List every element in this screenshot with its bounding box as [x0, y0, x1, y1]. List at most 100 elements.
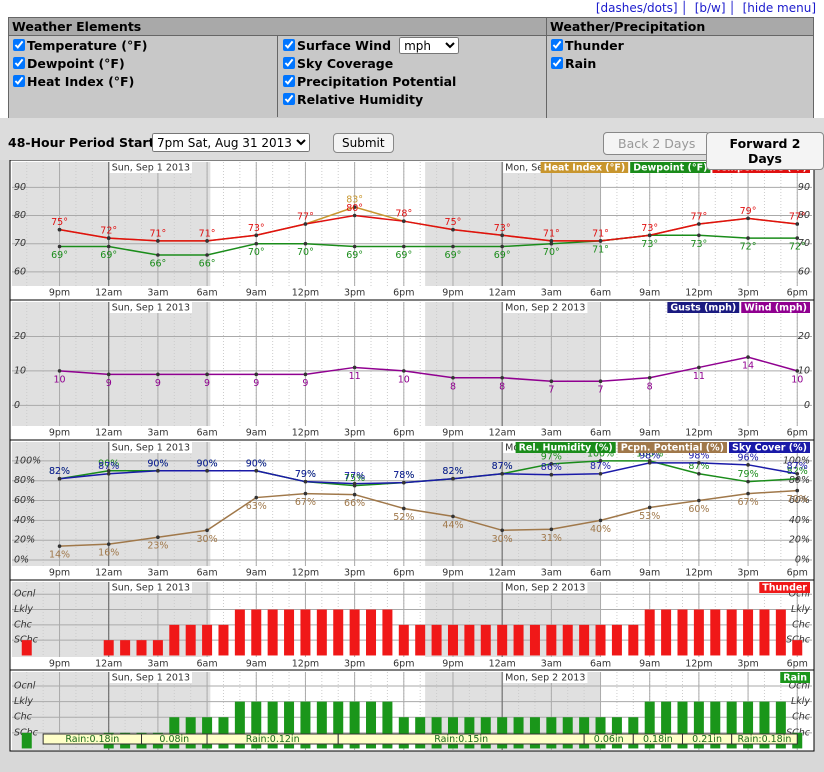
- point: [746, 463, 750, 467]
- y-tick-label: 80: [798, 210, 810, 221]
- date-label: Sun, Sep 1 2013: [112, 673, 190, 684]
- option[interactable]: Precipitation Potential: [281, 72, 545, 90]
- rain-amount-label: 0.08in: [159, 734, 189, 745]
- bar: [480, 624, 491, 656]
- bar: [349, 701, 360, 749]
- checkbox[interactable]: [283, 57, 295, 69]
- legend-label: Dewpoint (°F): [633, 163, 707, 174]
- date-label: Mon, Sep 2 2013: [505, 673, 585, 684]
- x-tick-label: 3am: [147, 288, 168, 299]
- bar: [661, 701, 672, 749]
- data-label: 90%: [147, 458, 168, 469]
- checkbox[interactable]: [13, 39, 25, 51]
- x-tick-label: 9pm: [49, 659, 70, 670]
- data-label: 87%: [688, 461, 709, 472]
- bar: [562, 717, 573, 749]
- option[interactable]: Dewpoint (°F): [11, 54, 277, 72]
- data-label: 8: [647, 381, 653, 392]
- data-label: 79°: [740, 206, 757, 217]
- bar: [431, 717, 442, 749]
- y-tick-label: 70: [14, 238, 26, 249]
- data-label: 79%: [295, 469, 316, 480]
- checkbox[interactable]: [551, 39, 563, 51]
- legend-box: [667, 302, 740, 313]
- checkbox[interactable]: [283, 75, 295, 87]
- bar: [218, 624, 229, 656]
- legend-label: Sky Cover (%): [732, 443, 807, 454]
- bar: [382, 609, 393, 656]
- option[interactable]: Heat Index (°F): [11, 72, 277, 90]
- data-label: 96%: [738, 452, 759, 463]
- period-select[interactable]: 7pm Sat, Aug 31 2013: [152, 133, 310, 152]
- option-label: Rain: [565, 55, 597, 71]
- x-tick-label: 12pm: [685, 288, 712, 299]
- x-tick-label: 12pm: [685, 659, 712, 670]
- bar: [546, 624, 557, 656]
- x-tick-label: 6am: [590, 568, 611, 579]
- point: [205, 468, 209, 473]
- y-tick-label: 10: [798, 365, 810, 376]
- point: [57, 244, 62, 249]
- data-label: 87%: [590, 461, 611, 472]
- submit-button[interactable]: Submit: [333, 133, 394, 153]
- unit-select[interactable]: mph: [399, 36, 460, 54]
- option[interactable]: Thunder: [549, 36, 809, 54]
- series-line: [59, 489, 798, 547]
- legend-box: [617, 442, 727, 453]
- x-tick-label: 6pm: [393, 659, 414, 670]
- y-tick-label: 0%: [795, 555, 810, 566]
- point: [549, 462, 554, 466]
- point: [795, 488, 800, 493]
- option[interactable]: Surface Wind mph: [281, 36, 545, 54]
- checkbox[interactable]: [13, 75, 25, 87]
- legend-label: Rel. Humidity (%): [519, 443, 613, 454]
- checkbox[interactable]: [283, 39, 295, 51]
- bar: [251, 609, 262, 656]
- x-tick-label: 12pm: [292, 568, 319, 579]
- data-label: 9: [106, 378, 112, 389]
- data-label: 16%: [98, 548, 119, 559]
- bar: [234, 701, 245, 749]
- option[interactable]: Sky Coverage: [281, 54, 545, 72]
- bar: [234, 609, 245, 656]
- data-label: 82%: [49, 466, 70, 477]
- bar: [366, 609, 377, 656]
- y-tick-label: Chc: [14, 619, 33, 630]
- checkbox[interactable]: [551, 57, 563, 69]
- bar: [677, 701, 688, 749]
- option[interactable]: Temperature (°F): [11, 36, 277, 54]
- data-label: 77%: [344, 471, 365, 482]
- x-tick-label: 3am: [541, 428, 562, 439]
- x-tick-label: 3am: [541, 288, 562, 299]
- x-tick-label: 12am: [489, 659, 516, 670]
- point: [500, 375, 504, 380]
- link[interactable]: [b/w]: [694, 1, 726, 15]
- legend-label: Wind (mph): [744, 303, 807, 314]
- data-label: 73°: [494, 223, 511, 234]
- data-label: 70°: [248, 247, 265, 258]
- bar: [513, 624, 524, 656]
- bar: [579, 624, 590, 656]
- point: [303, 372, 308, 377]
- point: [598, 379, 603, 384]
- checkbox[interactable]: [13, 57, 25, 69]
- point: [451, 514, 455, 519]
- point: [549, 241, 554, 246]
- link[interactable]: [hide menu]: [742, 1, 816, 15]
- option[interactable]: Rain: [549, 54, 809, 72]
- x-tick-label: 9pm: [442, 288, 463, 299]
- data-label: 71°: [199, 228, 216, 239]
- bar: [464, 624, 475, 656]
- forward-button[interactable]: Forward 2 Days: [706, 132, 824, 170]
- point: [156, 253, 160, 257]
- x-tick-label: 3am: [147, 568, 168, 579]
- bar: [710, 609, 721, 656]
- link[interactable]: [dashes/dots]: [595, 1, 678, 15]
- checkbox[interactable]: [283, 93, 295, 105]
- back-button[interactable]: Back 2 Days: [603, 132, 711, 155]
- option[interactable]: Relative Humidity: [281, 90, 545, 108]
- bar: [169, 717, 180, 749]
- data-label: 63%: [246, 501, 267, 512]
- x-tick-label: 3pm: [344, 288, 365, 299]
